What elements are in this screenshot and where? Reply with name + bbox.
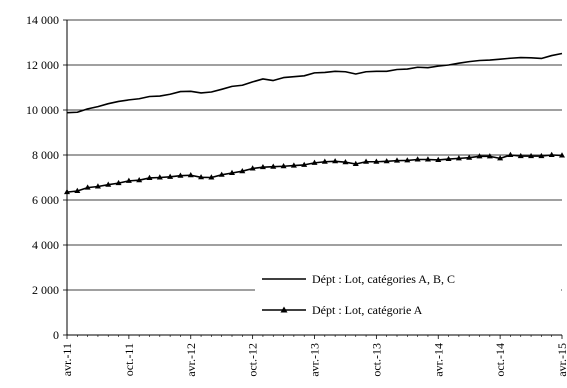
gridlines xyxy=(67,19,562,291)
data-point xyxy=(105,181,112,187)
data-point xyxy=(136,177,143,183)
data-point xyxy=(280,163,287,169)
data-point xyxy=(167,173,174,179)
data-point xyxy=(507,151,514,157)
data-point xyxy=(394,157,400,163)
y-axis-ticks: 0 2 000 4 000 6 000 8 000 10 000 12 000 14 000 xyxy=(26,13,67,342)
data-point xyxy=(290,162,297,168)
x-tick-label: oct.-14 xyxy=(493,343,507,377)
y-tick-label: 6 000 xyxy=(32,193,59,207)
x-tick-label: avr.-14 xyxy=(431,343,445,377)
y-tick-label: 10 000 xyxy=(26,103,59,117)
legend-label-abc: Dépt : Lot, catégories A, B, C xyxy=(312,272,455,286)
data-point xyxy=(125,177,132,183)
data-point xyxy=(497,155,504,161)
data-point xyxy=(528,152,535,159)
data-point xyxy=(559,152,565,158)
x-tick-label: avr.-13 xyxy=(308,343,322,377)
series-line-0 xyxy=(66,52,563,114)
data-point xyxy=(455,155,462,161)
data-point xyxy=(435,156,442,162)
legend-label-a: Dépt : Lot, catégorie A xyxy=(312,303,423,317)
y-tick-label: 4 000 xyxy=(32,238,59,252)
y-tick-label: 14 000 xyxy=(26,13,59,27)
series-layer xyxy=(64,52,565,195)
legend-marker-a xyxy=(280,306,288,313)
data-point xyxy=(332,158,339,164)
data-point xyxy=(94,183,101,189)
data-point xyxy=(424,156,431,162)
data-point xyxy=(414,156,421,162)
data-point xyxy=(383,158,390,164)
data-point xyxy=(311,159,318,165)
data-point xyxy=(177,172,184,178)
data-point xyxy=(486,153,493,159)
data-point xyxy=(229,169,235,175)
data-point xyxy=(156,174,163,180)
data-point xyxy=(445,155,452,162)
data-point xyxy=(249,165,256,171)
data-point xyxy=(74,187,81,193)
x-tick-label: oct.-13 xyxy=(369,343,383,377)
data-point xyxy=(517,152,524,159)
data-point xyxy=(218,171,225,177)
data-point xyxy=(270,163,277,169)
data-point xyxy=(146,174,153,180)
data-point xyxy=(259,163,266,170)
data-point xyxy=(466,154,473,160)
data-point xyxy=(208,174,215,180)
x-tick-label: avr.-15 xyxy=(555,343,567,377)
data-point xyxy=(476,153,483,159)
data-point xyxy=(548,151,555,157)
data-point xyxy=(198,174,205,180)
data-point xyxy=(84,184,91,190)
x-tick-label: oct.-12 xyxy=(246,343,260,377)
data-point xyxy=(115,179,122,186)
data-point xyxy=(538,152,545,159)
data-point xyxy=(352,160,359,166)
data-point xyxy=(342,159,349,165)
data-point xyxy=(373,158,380,164)
x-axis-ticks: avr.-11 oct.-11 avr.-12 oct.-12 avr.-13 oct.-… xyxy=(60,335,567,377)
data-point xyxy=(239,168,246,174)
legend-box xyxy=(255,262,561,326)
data-point xyxy=(301,161,308,167)
y-tick-label: 8 000 xyxy=(32,148,59,162)
data-point xyxy=(363,158,370,164)
data-point xyxy=(64,188,70,195)
data-point xyxy=(187,172,194,178)
data-point xyxy=(321,158,328,164)
x-tick-label: oct.-11 xyxy=(122,343,136,376)
y-tick-label: 2 000 xyxy=(32,283,59,297)
y-tick-label: 12 000 xyxy=(26,58,59,72)
x-tick-label: avr.-11 xyxy=(60,343,74,376)
y-tick-label: 0 xyxy=(53,328,59,342)
x-tick-label: avr.-12 xyxy=(184,343,198,377)
legend: Dépt : Lot, catégories A, B, C Dépt : Lo… xyxy=(255,262,561,326)
data-point xyxy=(404,157,411,163)
